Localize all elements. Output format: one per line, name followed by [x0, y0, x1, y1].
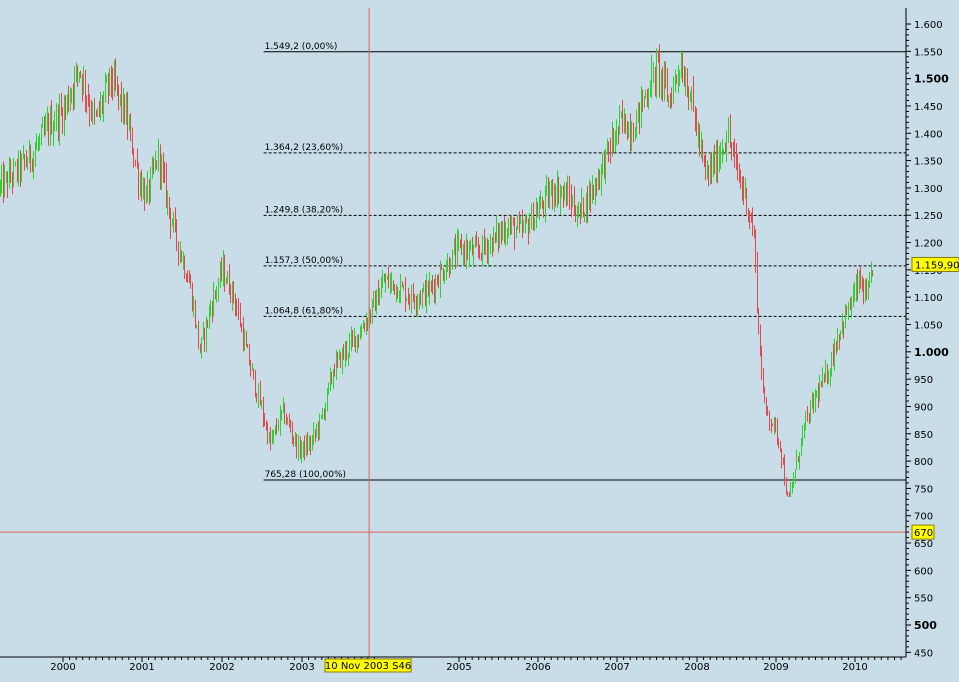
y-axis-tick-label: 750: [914, 484, 933, 495]
x-axis-tick-label: 2006: [525, 662, 550, 673]
x-axis: 2000 2001 2002 2003 2005 2006 2007 2008 2009 2010…: [0, 656, 906, 673]
x-axis-tick-label: 2009: [763, 662, 788, 673]
fib-level-label: 765,28 (100,00%): [265, 470, 346, 480]
y-axis-tick-label: 1.350: [914, 157, 943, 168]
fib-level-label: 1.249,8 (38,20%): [265, 205, 344, 215]
y-axis-tick-label: 550: [914, 594, 933, 605]
y-axis-tick-label: 1.600: [914, 20, 943, 31]
last-price-badge: [911, 256, 959, 272]
y-axis-tick-label: 700: [914, 512, 933, 523]
y-axis: 1.600 1.550 1.500 1.450 1.400 1.350 1.300 1.250…: [905, 8, 959, 659]
x-axis-tick-label: 2002: [209, 662, 234, 673]
y-axis-tick-label: 1.300: [914, 184, 943, 195]
y-axis-tick-label: 1.050: [914, 321, 943, 332]
crosshair: [0, 8, 906, 657]
y-axis-tick-label: 900: [914, 402, 933, 413]
x-axis-tick-label: 2003: [289, 662, 314, 673]
y-axis-tick-label: 1.500: [914, 73, 949, 86]
y-axis-tick-label: 800: [914, 457, 933, 468]
x-axis-tick-label: 2001: [129, 662, 154, 673]
crosshair-price-label: 670: [914, 528, 933, 539]
x-axis-tick-label: 2007: [604, 662, 629, 673]
y-axis-tick-label: 1.250: [914, 211, 943, 222]
last-price-label: 1.159,90: [915, 260, 959, 271]
crosshair-date-badge: [324, 658, 412, 673]
y-axis-tick-label: 1.200: [914, 239, 943, 250]
y-axis-tick-label: 600: [914, 566, 933, 577]
fib-level-label: 1.549,2 (0,00%): [265, 42, 338, 52]
y-axis-tick-label: 850: [914, 430, 933, 441]
x-axis-tick-label: 2000: [50, 662, 75, 673]
fib-level-label: 1.157,3 (50,00%): [265, 256, 344, 266]
y-axis-tick-label: 950: [914, 375, 933, 386]
y-axis-tick-label: 1.000: [914, 346, 949, 359]
y-axis-tick-label: 1.400: [914, 129, 943, 140]
price-bars: [0, 44, 873, 497]
crosshair-date-label: 10 Nov 2003 S46: [325, 661, 411, 672]
y-axis-tick-label: 500: [914, 619, 937, 632]
x-axis-tick-label: 2010: [842, 662, 867, 673]
y-axis-tick-label: 1.100: [914, 293, 943, 304]
x-axis-tick-label: 2005: [446, 662, 471, 673]
y-axis-tick-label: 650: [914, 539, 933, 550]
y-axis-tick-label: 450: [914, 648, 933, 659]
y-axis-tick-label: 1.450: [914, 102, 943, 113]
fib-level-label: 1.364,2 (23,60%): [265, 143, 344, 153]
crosshair-price-badge: [911, 524, 935, 540]
x-axis-tick-label: 2008: [684, 662, 709, 673]
fib-level-label: 1.064,8 (61,80%): [265, 306, 344, 316]
y-axis-tick-label: 1.550: [914, 47, 943, 58]
